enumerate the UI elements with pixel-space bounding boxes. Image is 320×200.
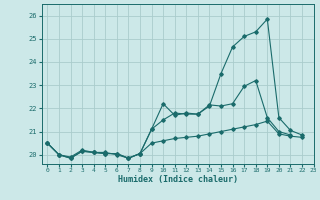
X-axis label: Humidex (Indice chaleur): Humidex (Indice chaleur): [118, 175, 237, 184]
